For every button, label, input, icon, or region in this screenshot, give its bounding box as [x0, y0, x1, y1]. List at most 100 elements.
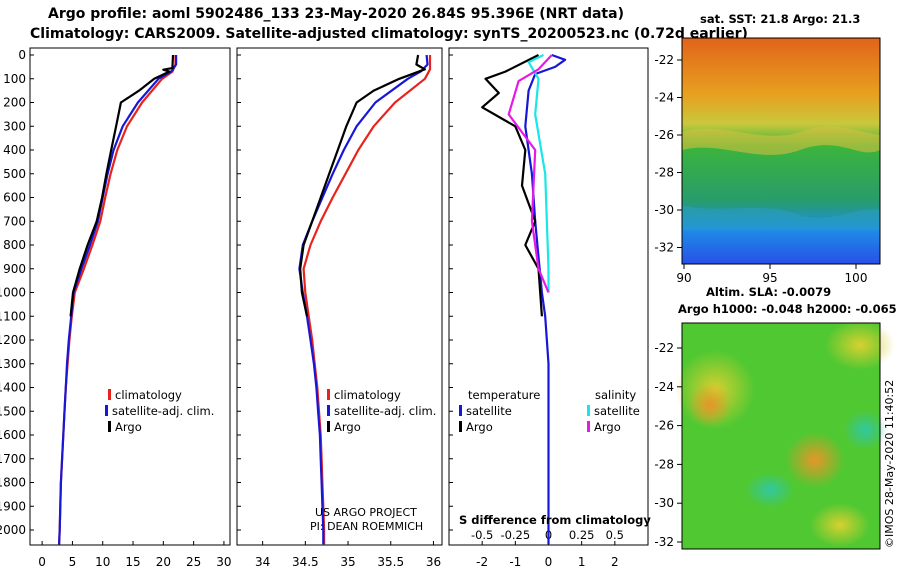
lat-tick-label: -24 — [654, 91, 674, 105]
sst-map-frame — [681, 37, 881, 265]
legend-swatch-climatology — [327, 389, 330, 400]
legend-label-sat-temp: satellite — [466, 404, 512, 418]
series-line-satellite-temperature — [524, 53, 567, 545]
legend-label-argo-sal: Argo — [594, 420, 621, 434]
lat-tick-label: -26 — [654, 419, 674, 433]
sla-blob — [745, 472, 795, 508]
salinity-tick-label: -0.5 — [471, 528, 493, 542]
x-tick-label: 10 — [95, 555, 110, 569]
difference-panel: -2 -1 0 1 2-0.5 -0.25 0 0.25 0.5 — [449, 53, 624, 569]
x-tick-label: -1 — [509, 555, 521, 569]
lat-tick-label: -28 — [654, 166, 674, 180]
sla-blob — [785, 432, 845, 488]
lat-tick-label: -22 — [654, 53, 674, 67]
legend-swatch-argo — [327, 421, 330, 432]
legend-label-climatology: climatology — [334, 388, 401, 402]
difference-legend: temperature satellite Argo salinity sate… — [459, 388, 640, 434]
y-tick-label: 500 — [3, 167, 26, 181]
credit-line1: US ARGO PROJECT — [315, 506, 417, 519]
x-tick-label: 1 — [578, 555, 586, 569]
sst-cool-band — [682, 205, 880, 230]
legend-label-satellite: satellite-adj. clim. — [334, 404, 436, 418]
y-tick-label: 200 — [3, 96, 26, 110]
y-tick-label: 1100 — [0, 309, 26, 323]
sla-blob — [825, 320, 895, 370]
x-tick-label: 20 — [156, 555, 171, 569]
difference-title: S difference from climatology — [459, 513, 651, 527]
legend-label-satellite: satellite-adj. clim. — [112, 404, 214, 418]
x-tick-label: 34.5 — [292, 555, 319, 569]
lat-tick-label: -22 — [654, 341, 674, 355]
temperature-panel-frame — [29, 47, 231, 546]
y-tick-label: 1000 — [0, 286, 26, 300]
lat-tick-label: -30 — [654, 496, 674, 510]
y-tick-label: 800 — [3, 238, 26, 252]
x-tick-label: 25 — [186, 555, 201, 569]
credit-line2: PI: DEAN ROEMMICH — [310, 520, 423, 533]
y-tick-label: 600 — [3, 191, 26, 205]
lat-tick-label: -32 — [654, 241, 674, 255]
lon-tick-label: 100 — [845, 271, 868, 285]
series-line-argo — [69, 54, 175, 317]
y-tick-label: 1800 — [0, 476, 26, 490]
y-tick-label: 2000 — [0, 523, 26, 537]
sst-front — [682, 126, 880, 155]
sla-map — [675, 320, 895, 550]
y-tick-label: 400 — [3, 143, 26, 157]
lat-tick-label: -28 — [654, 457, 674, 471]
y-tick-label: 1400 — [0, 381, 26, 395]
y-tick-label: 1200 — [0, 333, 26, 347]
salinity-tick-label: -0.25 — [500, 528, 530, 542]
x-tick-label: 0 — [38, 555, 46, 569]
x-tick-label: -2 — [476, 555, 488, 569]
x-tick-label: 36 — [426, 555, 441, 569]
salinity-panel: 34 34.5 35 35.5 36 — [237, 54, 441, 569]
legend-heading-temperature: temperature — [468, 388, 540, 402]
lat-tick-label: -26 — [654, 128, 674, 142]
series-line-satellite-salinity — [527, 54, 550, 293]
y-tick-label: 100 — [3, 72, 26, 86]
x-tick-label: 0 — [545, 555, 553, 569]
series-line-satellite-adj-clim- — [58, 55, 178, 545]
y-tick-label: 1500 — [0, 404, 26, 418]
x-tick-label: 30 — [216, 555, 231, 569]
lat-tick-label: -30 — [654, 203, 674, 217]
legend-swatch-argo-temp — [459, 421, 462, 432]
legend-label-argo-temp: Argo — [466, 420, 493, 434]
pressure-axis: 0 100 200 300 400 500 600 700 800 900 1000 1100 1200… — [0, 48, 26, 537]
salinity-legend: climatology satellite-adj. clim. Argo — [327, 388, 436, 434]
legend-swatch-argo-sal — [587, 421, 590, 432]
x-tick-label: 34 — [255, 555, 270, 569]
legend-swatch-satellite — [327, 405, 330, 416]
x-tick-label: 2 — [611, 555, 619, 569]
legend-swatch-climatology — [108, 389, 111, 400]
series-line-argo-salinity — [507, 54, 553, 293]
series-line-argo — [299, 54, 426, 317]
legend-label-climatology: climatology — [115, 388, 182, 402]
x-tick-label: 35.5 — [377, 555, 404, 569]
legend-swatch-satellite — [105, 405, 108, 416]
y-tick-label: 300 — [3, 119, 26, 133]
chart-title-line1: Argo profile: aoml 5902486_133 23-May-20… — [48, 6, 624, 22]
chart-title-line2: Climatology: CARS2009. Satellite-adjuste… — [30, 26, 748, 42]
sst-map — [681, 37, 881, 265]
sla-blob — [843, 410, 887, 450]
y-tick-label: 700 — [3, 214, 26, 228]
series-line-climatology — [58, 55, 177, 545]
lat-tick-label: -32 — [654, 535, 674, 549]
x-tick-label: 5 — [69, 555, 77, 569]
salinity-panel-frame — [236, 47, 443, 546]
legend-swatch-sat-temp — [459, 405, 462, 416]
y-tick-label: 900 — [3, 262, 26, 276]
y-tick-label: 1300 — [0, 357, 26, 371]
temperature-legend: climatology satellite-adj. clim. Argo — [105, 388, 214, 434]
lat-tick-label: -24 — [654, 380, 674, 394]
lon-tick-label: 90 — [676, 271, 691, 285]
legend-heading-salinity: salinity — [595, 388, 636, 402]
temperature-panel: 0 5 10 15 20 25 30 — [30, 54, 232, 569]
y-tick-label: 1700 — [0, 452, 26, 466]
sla-blob — [688, 383, 732, 427]
series-line-satellite-adj-clim- — [298, 54, 429, 545]
x-tick-label: 35 — [340, 555, 355, 569]
sst-label: sat. SST: 21.8 Argo: 21.3 — [700, 12, 861, 26]
